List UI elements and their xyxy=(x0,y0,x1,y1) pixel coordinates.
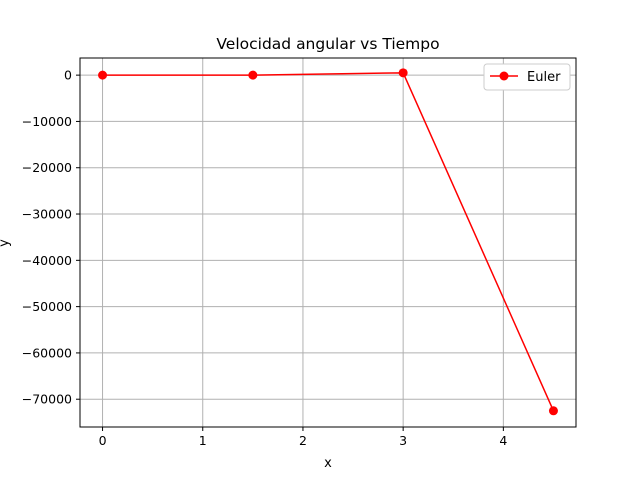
y-tick-label: −40000 xyxy=(22,253,72,268)
y-tick-label: −70000 xyxy=(22,392,72,407)
x-axis-label: x xyxy=(324,456,332,471)
y-axis-label: y xyxy=(0,239,12,247)
y-tick-label: −20000 xyxy=(22,160,72,175)
data-point-euler xyxy=(248,70,258,80)
legend-label-euler: Euler xyxy=(527,70,561,85)
x-tick-label: 3 xyxy=(399,433,407,448)
series-line-euler xyxy=(102,72,555,412)
x-axis-ticks: 0 1 2 3 4 xyxy=(99,427,507,448)
x-tick-label: 4 xyxy=(499,433,507,448)
legend-box xyxy=(483,63,571,91)
legend: Euler xyxy=(483,63,571,91)
plot-frame xyxy=(79,57,577,428)
data-point-euler xyxy=(548,406,558,416)
legend-marker-euler xyxy=(499,71,509,81)
y-axis-ticks: 0 −10000 −20000 −30000 −40000 −50000 −60000 −70… xyxy=(22,68,80,407)
y-tick-label: 0 xyxy=(64,68,72,83)
x-tick-label: 2 xyxy=(299,433,307,448)
y-tick-label: −60000 xyxy=(22,345,72,360)
y-tick-label: −10000 xyxy=(22,114,72,129)
x-tick-label: 0 xyxy=(99,433,107,448)
data-point-euler xyxy=(98,70,108,80)
series-layer xyxy=(98,68,558,416)
data-point-euler xyxy=(398,68,408,78)
y-tick-label: −30000 xyxy=(22,207,72,222)
x-tick-label: 1 xyxy=(199,433,207,448)
chart-title: Velocidad angular vs Tiempo xyxy=(216,35,439,53)
grid xyxy=(80,58,576,427)
y-tick-label: −50000 xyxy=(22,299,72,314)
